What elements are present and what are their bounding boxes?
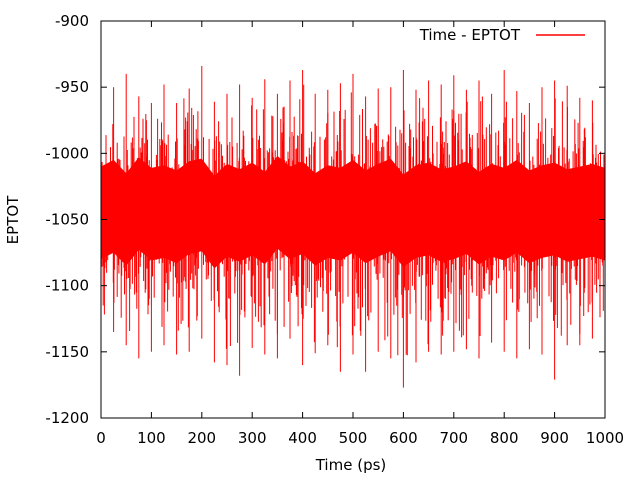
y-axis-title: EPTOT: [4, 195, 22, 244]
x-tick-label: 400: [288, 429, 317, 447]
x-tick-label: 100: [137, 429, 166, 447]
y-tick-label: -950: [55, 78, 89, 96]
x-tick-label: 600: [389, 429, 418, 447]
y-tick-label: -1050: [45, 211, 89, 229]
y-tick-label: -1150: [45, 343, 89, 361]
y-tick-label: -1000: [45, 144, 89, 162]
y-tick-label: -1100: [45, 277, 89, 295]
eptot-series-spikes: [100, 66, 606, 388]
x-tick-label: 200: [187, 429, 216, 447]
x-tick-label: 900: [540, 429, 569, 447]
x-tick-label: 300: [238, 429, 267, 447]
x-axis-title: Time (ps): [315, 456, 387, 474]
x-tick-label: 500: [339, 429, 368, 447]
legend: Time - EPTOT: [419, 26, 585, 44]
x-tick-label: 800: [490, 429, 519, 447]
legend-label: Time - EPTOT: [419, 26, 521, 44]
y-tick-label: -900: [55, 12, 89, 30]
x-tick-label: 0: [96, 429, 106, 447]
x-axis: 0 100 200 300 400 500 600 700 800 900 1000: [96, 21, 624, 447]
y-axis: -900 -950 -1000 -1050 -1100 -1150 -1200: [45, 12, 605, 427]
x-tick-label: 1000: [586, 429, 624, 447]
x-tick-label: 700: [439, 429, 468, 447]
y-tick-label: -1200: [45, 409, 89, 427]
